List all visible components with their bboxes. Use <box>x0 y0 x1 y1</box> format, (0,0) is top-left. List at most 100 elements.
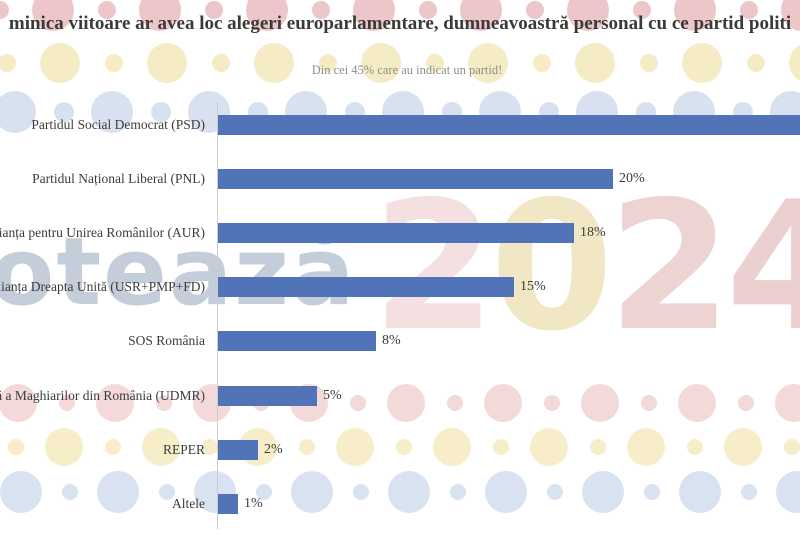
decor-dot <box>349 395 366 411</box>
decor-dot <box>97 1 116 19</box>
watermark-digit: 2 <box>372 163 496 370</box>
chart-title: minica viitoare ar avea loc alegeri euro… <box>8 13 792 34</box>
decor-dot <box>746 54 765 72</box>
decor-dot <box>418 1 437 19</box>
category-label: SOS România <box>128 333 205 348</box>
chart-subtitle: Din cei 45% care au indicat un partid! <box>311 63 503 77</box>
decor-dot <box>789 43 800 83</box>
decor-dot <box>425 54 444 72</box>
decor-dot <box>61 484 78 500</box>
decor-dot <box>543 395 560 411</box>
bar <box>218 331 376 351</box>
decor-dot <box>147 43 187 83</box>
value-label: 8% <box>382 333 401 348</box>
category-label: Alianța Dreapta Unită (USR+PMP+FD) <box>0 279 205 294</box>
decor-dot <box>0 384 37 422</box>
decor-dot <box>640 395 657 411</box>
decor-dot <box>298 439 315 455</box>
decor-dot <box>0 471 42 513</box>
decor-dot <box>158 484 175 500</box>
decor-dot <box>91 91 133 133</box>
decor-dot <box>589 439 606 455</box>
bar <box>218 494 238 514</box>
category-axis-line <box>217 103 218 529</box>
decor-dot <box>155 395 172 411</box>
watermark-digit: 0 <box>489 163 614 370</box>
category-label: REPER <box>162 442 205 457</box>
category-label: Partidul Social Democrat (PSD) <box>31 117 205 132</box>
decor-dot <box>783 439 800 455</box>
decor-dot <box>532 54 551 72</box>
bar <box>218 277 514 297</box>
decor-dot <box>395 439 412 455</box>
decor-dot <box>211 54 230 72</box>
decor-dot <box>627 428 665 466</box>
decor-dot <box>204 1 223 19</box>
decor-dot <box>775 384 800 422</box>
decor-dot <box>581 384 619 422</box>
decor-dot <box>0 1 9 19</box>
decor-dot <box>643 484 660 500</box>
decor-dot <box>682 43 722 83</box>
decor-dot <box>639 54 658 72</box>
decor-dot <box>582 471 624 513</box>
decor-dot <box>739 1 758 19</box>
decor-dot <box>485 471 527 513</box>
bar <box>218 386 317 406</box>
decor-dot <box>352 484 369 500</box>
decor-dot <box>388 471 430 513</box>
category-label: Partidul Național Liberal (PNL) <box>32 171 205 186</box>
decor-dot <box>361 43 401 83</box>
decor-dot <box>142 428 180 466</box>
decor-dot <box>291 471 333 513</box>
value-label: 20% <box>619 171 645 186</box>
decor-dot <box>387 384 425 422</box>
decor-dot <box>58 395 75 411</box>
value-label: 2% <box>264 442 283 457</box>
decor-dot <box>104 439 121 455</box>
decor-dot <box>468 43 508 83</box>
decor-dot <box>0 54 16 72</box>
bar <box>218 169 613 189</box>
decor-dot <box>311 1 330 19</box>
decor-dot <box>449 484 466 500</box>
value-label: 18% <box>580 225 606 240</box>
decor-dot <box>53 102 74 122</box>
watermark-digit: 4 <box>725 163 800 370</box>
decor-dot <box>530 428 568 466</box>
decor-dot <box>484 384 522 422</box>
bar <box>218 115 800 135</box>
decor-dot <box>525 1 544 19</box>
category-label: Uniunea Democrată a Maghiarilor din Româ… <box>0 388 205 403</box>
decor-dot <box>255 484 272 500</box>
category-label: Altele <box>172 496 205 511</box>
decor-dot <box>546 484 563 500</box>
decor-dot <box>97 471 139 513</box>
decor-dot <box>686 439 703 455</box>
decor-dot <box>96 384 134 422</box>
category-label: Alianța pentru Unirea Românilor (AUR) <box>0 225 205 240</box>
decor-dot <box>492 439 509 455</box>
decor-dot <box>45 428 83 466</box>
decor-dot <box>724 428 762 466</box>
value-label: 15% <box>520 279 546 294</box>
decor-dot <box>781 0 800 31</box>
value-label: 1% <box>244 496 263 511</box>
decor-dot <box>336 428 374 466</box>
decor-dot <box>737 395 754 411</box>
decor-dot <box>150 102 171 122</box>
decor-dot <box>254 43 294 83</box>
decor-dot <box>678 384 716 422</box>
bar <box>218 223 574 243</box>
value-label: 5% <box>323 388 342 403</box>
watermark-year-text: 2024 <box>372 178 800 356</box>
decor-dot <box>104 54 123 72</box>
decor-dot <box>446 395 463 411</box>
decor-dot <box>7 439 24 455</box>
decor-dot <box>201 439 218 455</box>
decor-dot <box>632 1 651 19</box>
